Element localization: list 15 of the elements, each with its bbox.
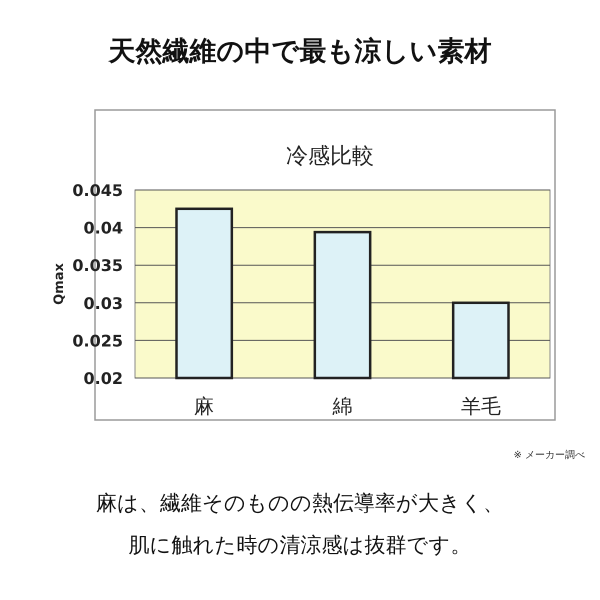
- y-tick-label: 0.04: [84, 218, 123, 238]
- y-tick-label: 0.035: [72, 256, 123, 276]
- chart-subtitle: 冷感比較: [286, 144, 374, 169]
- x-tick-label: 綿: [332, 394, 352, 418]
- text: 麻は、繊維そのものの熱伝導率が大きく、: [96, 491, 504, 515]
- y-tick-label: 0.025: [72, 331, 123, 350]
- y-axis-title: Qmax: [52, 262, 67, 305]
- text: 肌に触れた時の清涼感は抜群です。: [128, 533, 472, 557]
- y-tick-label: 0.03: [84, 294, 123, 313]
- chart-title: 天然繊維の中で最も涼しい素材: [108, 36, 492, 67]
- text: ※ メーカー調べ: [513, 449, 585, 461]
- x-tick-label: 羊毛: [460, 394, 501, 418]
- y-tick-label: 0.02: [84, 369, 123, 388]
- x-tick-label: 麻: [194, 394, 214, 418]
- y-tick-label: 0.045: [72, 181, 123, 200]
